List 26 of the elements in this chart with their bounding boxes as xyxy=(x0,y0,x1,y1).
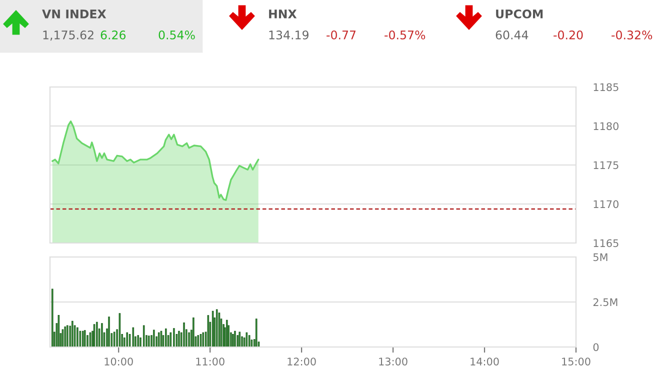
text: HNX xyxy=(269,10,297,18)
text: -0.77 xyxy=(326,30,356,40)
text: -0.32% xyxy=(612,30,652,40)
text: VN INDEX xyxy=(42,10,106,18)
x-tick-label: 11:00 xyxy=(196,358,224,366)
text: 134.19 xyxy=(269,30,308,40)
text: 0.54% xyxy=(158,30,195,40)
y-tick-label: 0 xyxy=(593,343,599,352)
x-tick-label: 12:00 xyxy=(288,358,316,366)
y-tick-label: 1185 xyxy=(594,83,618,92)
y-tick-label: 1165 xyxy=(594,239,618,248)
text: 60.44 xyxy=(496,30,528,40)
x-tick-label: 15:00 xyxy=(562,358,590,366)
y-tick-label: 1180 xyxy=(594,122,618,130)
y-tick-label: 1170 xyxy=(594,200,618,208)
text: UPCOM xyxy=(496,9,543,18)
text: 1,175.62 xyxy=(43,30,94,41)
text: -0.20 xyxy=(554,30,583,40)
text: -0.57% xyxy=(384,30,426,40)
text: 6.26 xyxy=(100,30,126,40)
x-tick-label: 14:00 xyxy=(470,358,499,366)
y-tick-label: 2.5M xyxy=(593,298,618,306)
y-tick-label: 5M xyxy=(593,253,608,262)
x-tick-label: 13:00 xyxy=(379,358,408,366)
x-tick-label: 10:00 xyxy=(104,358,133,366)
y-tick-label: 1175 xyxy=(594,161,618,170)
